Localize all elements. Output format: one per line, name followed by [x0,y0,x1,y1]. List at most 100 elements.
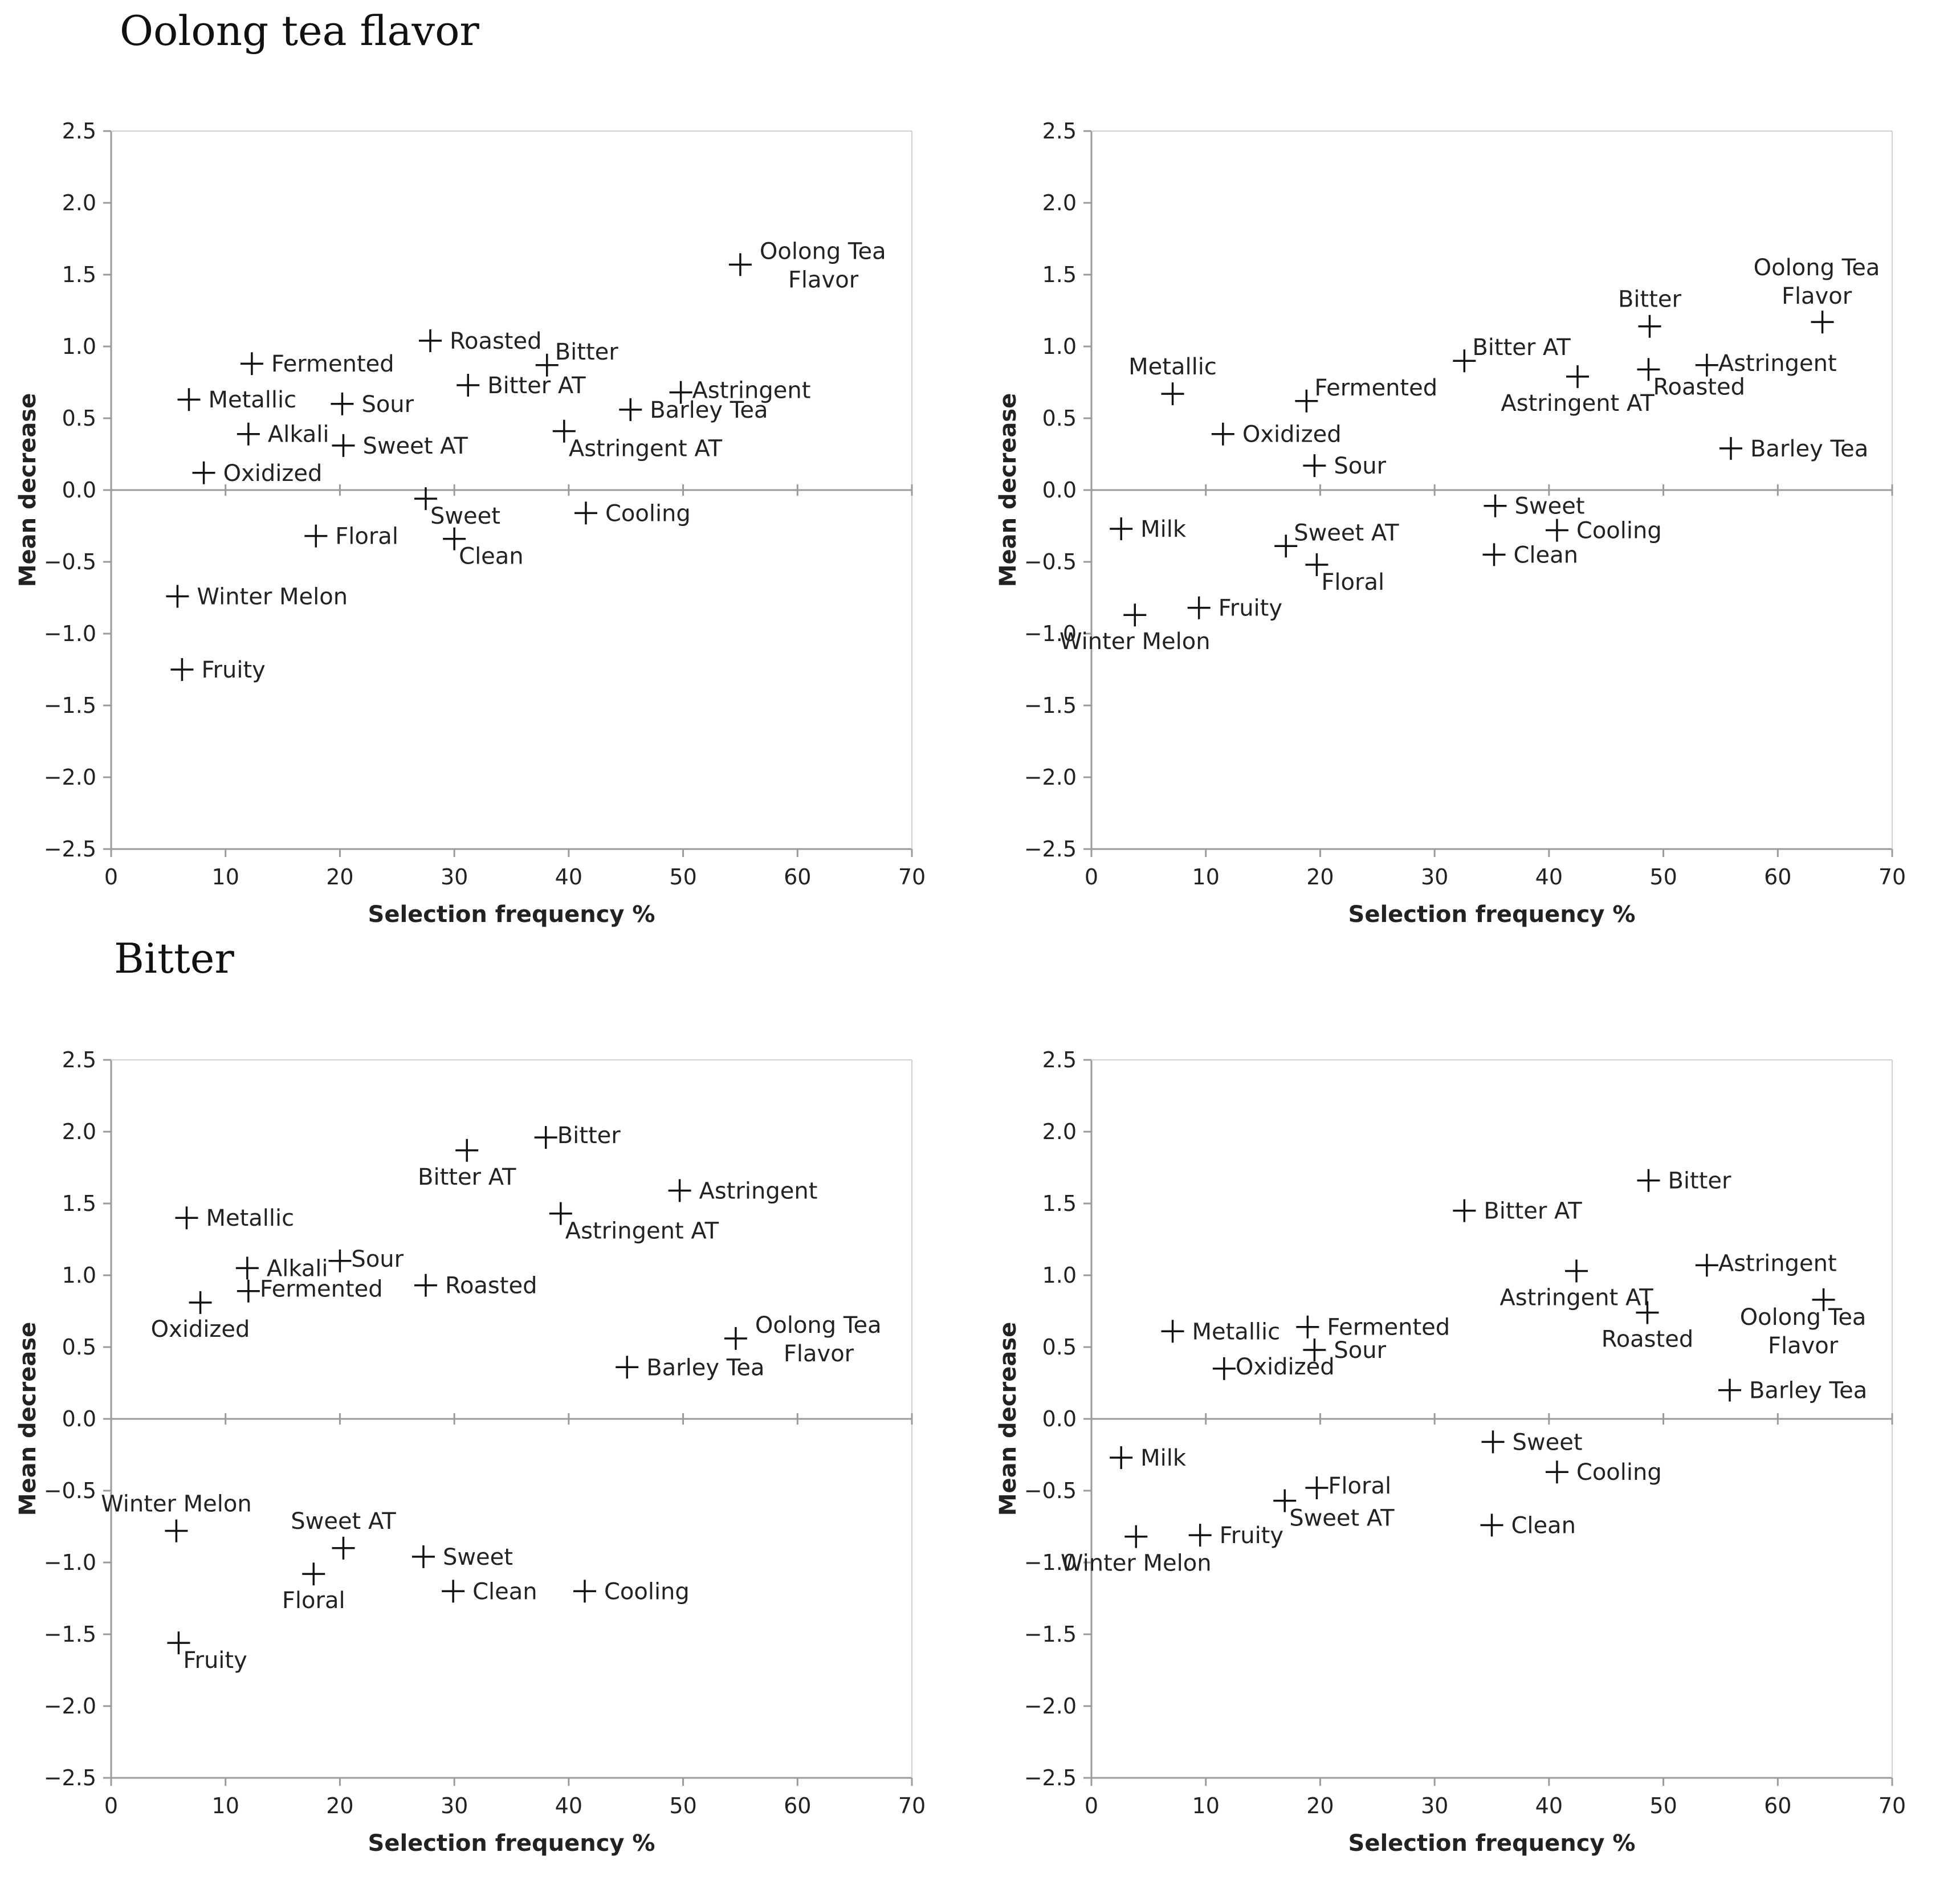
data-point: Barley Tea [1719,436,1868,462]
point-label: Metallic [208,387,296,413]
y-axis-title: Mean decrease [15,1322,41,1516]
point-label: Bitter [1668,1168,1731,1194]
point-label: Roasted [1602,1327,1694,1353]
data-point: Metallic [1128,354,1217,406]
point-label: Astringent [1718,1250,1837,1276]
x-tick-label: 30 [441,864,468,890]
point-label-line: Oolong Tea [1754,255,1880,281]
point-label: Bitter [1618,287,1682,313]
data-point: Sweet [411,1544,513,1570]
data-point: Oxidized [1212,1354,1335,1380]
data-point: Astringent AT [549,1202,719,1245]
x-tick-label: 10 [1192,864,1220,890]
y-tick-label: −0.5 [44,1478,96,1503]
point-label: Cooling [1576,518,1662,544]
x-tick-label: 0 [104,864,118,890]
data-point: Fermented [1295,375,1437,413]
point-label: Astringent [699,1178,818,1204]
data-point: Sour [331,391,414,418]
data-point: Astringent AT [1501,365,1655,417]
point-label: Oolong Tea Flavor [1740,1304,1867,1359]
point-label: Fermented [1327,1315,1450,1341]
point-label: Sour [351,1246,404,1272]
x-tick-label: 70 [898,1793,926,1818]
x-tick-label: 70 [1878,864,1906,890]
point-label-line: Flavor [784,1341,854,1367]
y-tick-label: 0.5 [1042,1335,1077,1360]
data-point: Floral [304,524,398,550]
point-label: Sweet AT [1294,520,1399,546]
y-tick-label: 2.0 [62,1119,96,1144]
data-point: Oolong Tea Flavor [1740,1288,1867,1359]
y-tick-label: −1.0 [1024,1550,1077,1575]
point-label: Sour [361,391,414,418]
point-label: Winter Melon [1061,1551,1212,1577]
point-label: Sweet [430,503,500,529]
data-point: Oolong Tea Flavor [724,1312,882,1367]
point-label: Roasted [1653,374,1745,400]
point-label: Bitter AT [418,1164,516,1190]
x-tick-label: 20 [326,1793,353,1818]
data-point: Sweet [1484,493,1585,520]
x-tick-label: 70 [1878,1793,1906,1818]
data-point: Fruity [1188,1523,1283,1549]
point-label: Alkali [267,1255,328,1282]
point-label: Astringent [692,378,811,404]
y-tick-label: −2.0 [44,765,96,790]
y-tick-label: −0.5 [44,549,96,574]
data-point: Floral [1305,553,1384,595]
data-point: Astringent AT [552,419,723,462]
y-tick-label: −2.5 [44,837,96,862]
y-tick-label: 1.5 [1042,1191,1077,1216]
x-tick-label: 60 [784,864,811,890]
data-point: Metallic [175,1205,294,1231]
point-label-line: Oolong Tea [760,238,886,264]
x-axis-title: Selection frequency % [1348,1830,1636,1857]
point-label: Floral [282,1588,345,1614]
data-point: Bitter [534,1123,621,1149]
x-tick-label: 30 [1421,864,1448,890]
x-tick-label: 40 [555,864,582,890]
data-point: Astringent [1695,1250,1837,1277]
point-label: Winter Melon [1060,629,1211,655]
y-tick-label: −2.0 [1024,1694,1077,1719]
point-label: Sour [1334,1337,1386,1364]
data-point: Alkali [237,422,329,448]
y-tick-label: 2.5 [1042,119,1077,144]
y-tick-label: −0.5 [1024,549,1077,574]
point-label: Fermented [260,1276,383,1303]
point-label: Clean [459,544,524,570]
point-label: Fruity [1220,1523,1283,1549]
data-point: Bitter AT [1453,1198,1582,1225]
x-tick-label: 20 [1306,1793,1334,1818]
point-label: Oxidized [223,460,323,487]
point-label: Cooling [1576,1459,1662,1486]
data-point: Winter Melon [1060,603,1211,655]
point-label: Barley Tea [650,397,768,423]
x-tick-label: 30 [441,1793,468,1818]
point-label-line: Flavor [1782,283,1852,309]
data-point: Fruity [1187,595,1282,622]
data-point: Cooling [1545,518,1662,544]
point-label: Alkali [268,422,329,448]
y-tick-label: 2.0 [62,190,96,215]
data-point: Clean [1482,542,1578,568]
point-label: Winter Melon [101,1491,252,1517]
y-tick-label: 1.5 [1042,262,1077,287]
data-point: Sweet [1481,1429,1583,1455]
data-point: Sweet AT [1274,520,1399,558]
y-tick-label: −1.0 [1024,621,1077,646]
point-label: Roasted [445,1273,537,1299]
point-label: Metallic [206,1205,294,1231]
data-point: Astringent [1695,350,1837,377]
data-point: Clean [442,1578,537,1605]
data-point: Fruity [170,657,266,683]
point-label: Fermented [1314,375,1437,401]
data-point: Oxidized [1211,422,1342,448]
x-tick-label: 0 [104,1793,118,1818]
point-label: Winter Melon [197,584,348,610]
point-label: Sour [1334,453,1386,479]
y-tick-label: −2.0 [1024,765,1077,790]
data-point: Fermented [237,1276,383,1303]
point-label: Floral [1328,1473,1391,1499]
